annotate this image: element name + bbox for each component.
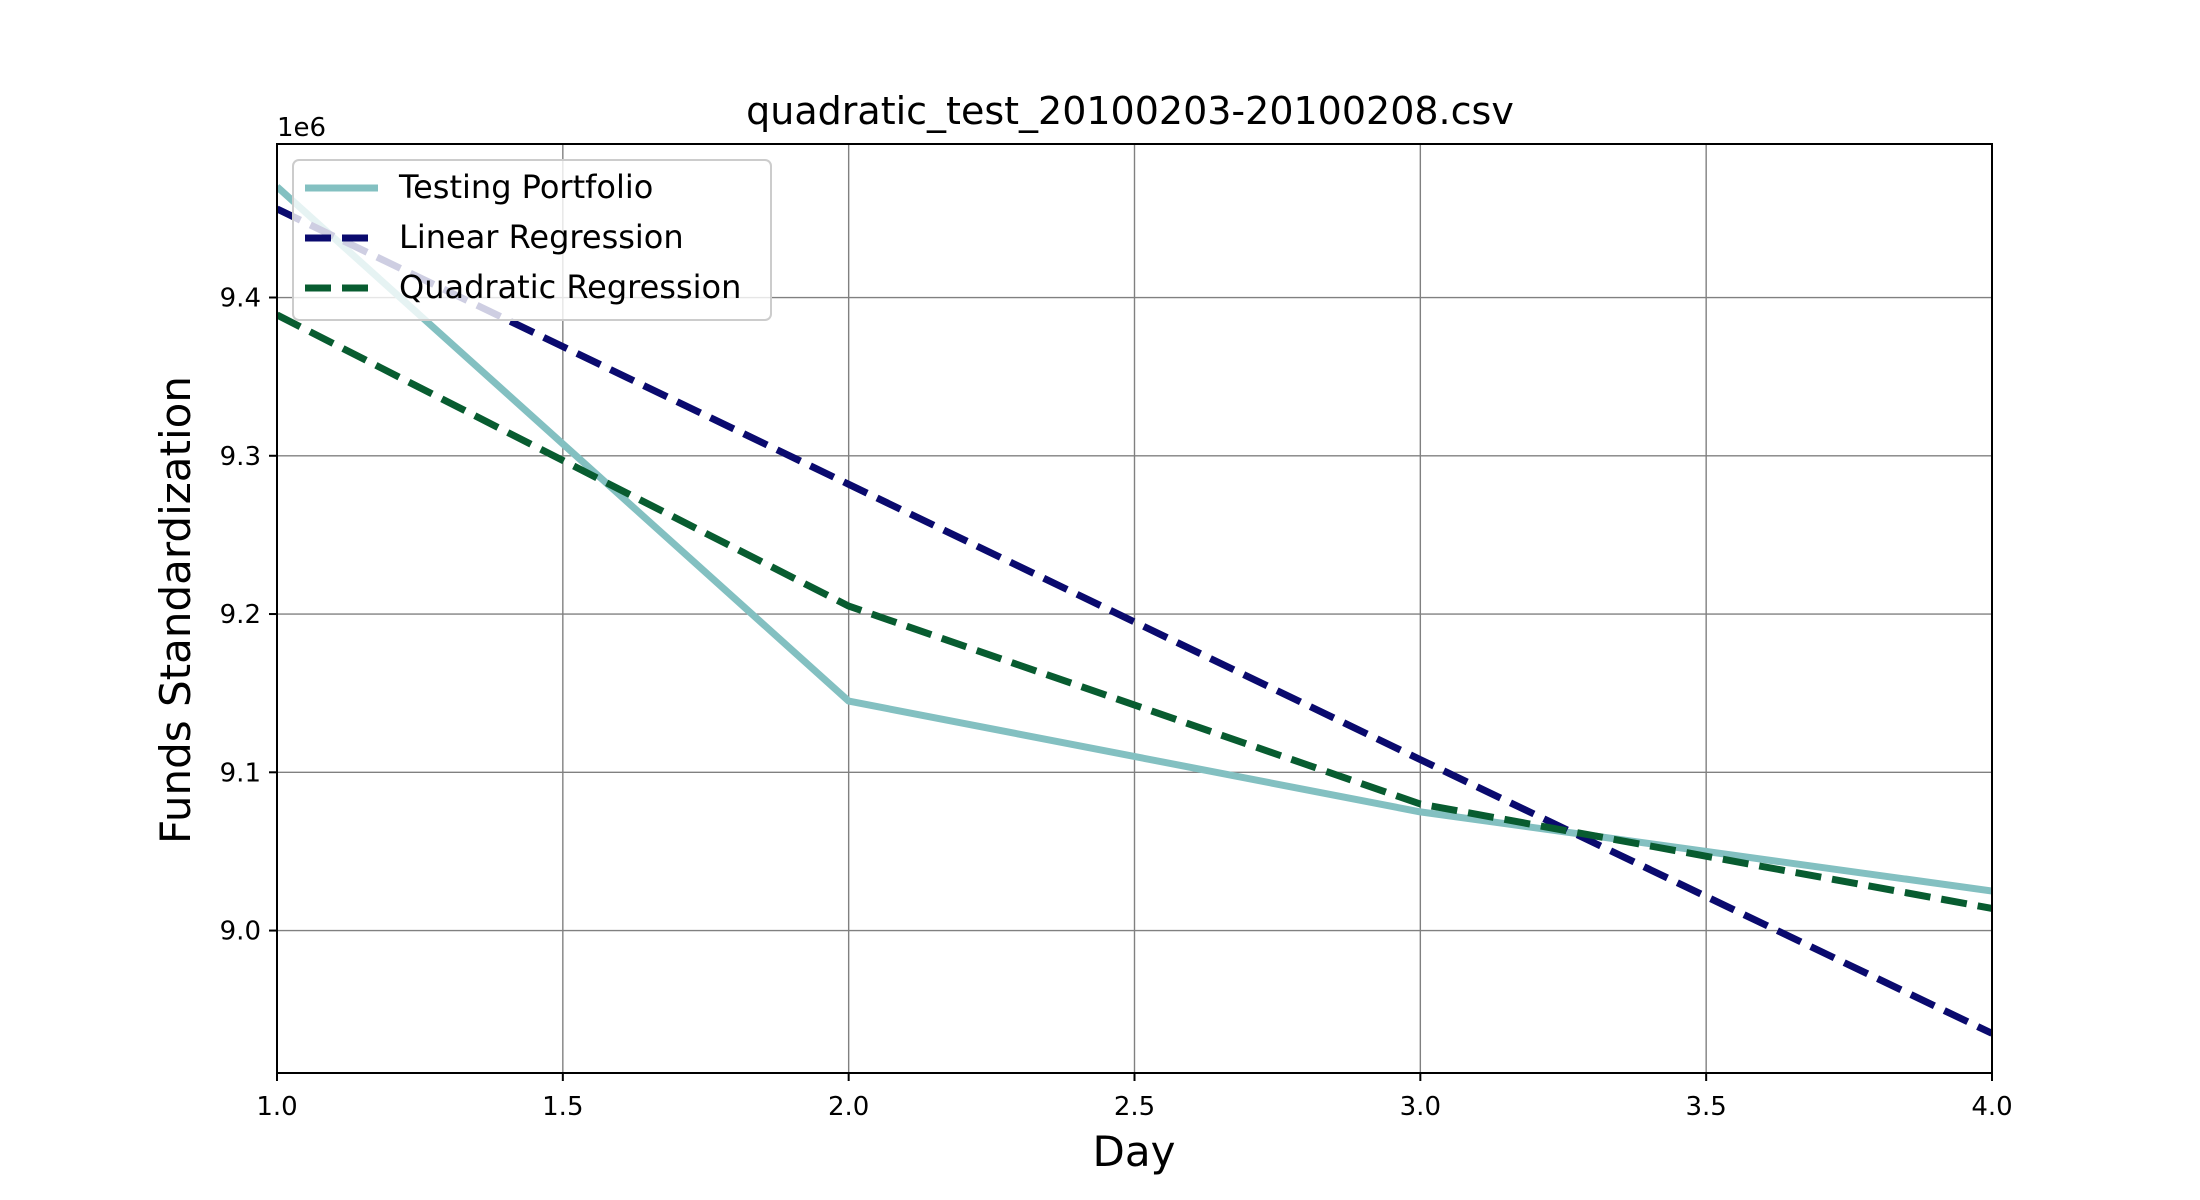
x-tick-label: 2.5	[1114, 1092, 1155, 1122]
y-axis-label: Funds Standardization	[151, 376, 200, 844]
y-axis: 9.0 9.1 9.2 9.3 9.4	[220, 284, 277, 947]
legend-label: Linear Regression	[399, 218, 684, 256]
legend-label: Quadratic Regression	[399, 268, 741, 306]
series-layer	[277, 184, 1992, 1037]
series-line-quadratic-regression	[277, 311, 1992, 912]
legend-label: Testing Portfolio	[398, 168, 653, 206]
x-tick-label: 1.5	[542, 1092, 583, 1122]
series-line-linear-regression	[277, 205, 1992, 1037]
x-axis-label: Day	[1093, 1127, 1176, 1176]
x-tick-label: 4.0	[1971, 1092, 2012, 1122]
x-tick-label: 1.0	[256, 1092, 297, 1122]
y-tick-label: 9.3	[220, 442, 261, 472]
x-axis: 1.0 1.5 2.0 2.5 3.0 3.5 4.0	[256, 1073, 2013, 1122]
y-tick-label: 9.2	[220, 600, 261, 630]
y-tick-label: 9.1	[220, 758, 261, 788]
series-line-testing-portfolio	[277, 184, 1992, 895]
y-tick-label: 9.4	[220, 284, 261, 314]
y-tick-label: 9.0	[220, 917, 261, 947]
y-offset-label: 1e6	[277, 113, 326, 143]
x-tick-label: 2.0	[828, 1092, 869, 1122]
x-tick-label: 3.0	[1400, 1092, 1441, 1122]
legend: Testing Portfolio Linear Regression Quadra…	[292, 159, 772, 321]
x-tick-label: 3.5	[1685, 1092, 1726, 1122]
chart-title: quadratic_test_20100203-20100208.csv	[746, 89, 1514, 133]
legend-box	[292, 159, 772, 321]
